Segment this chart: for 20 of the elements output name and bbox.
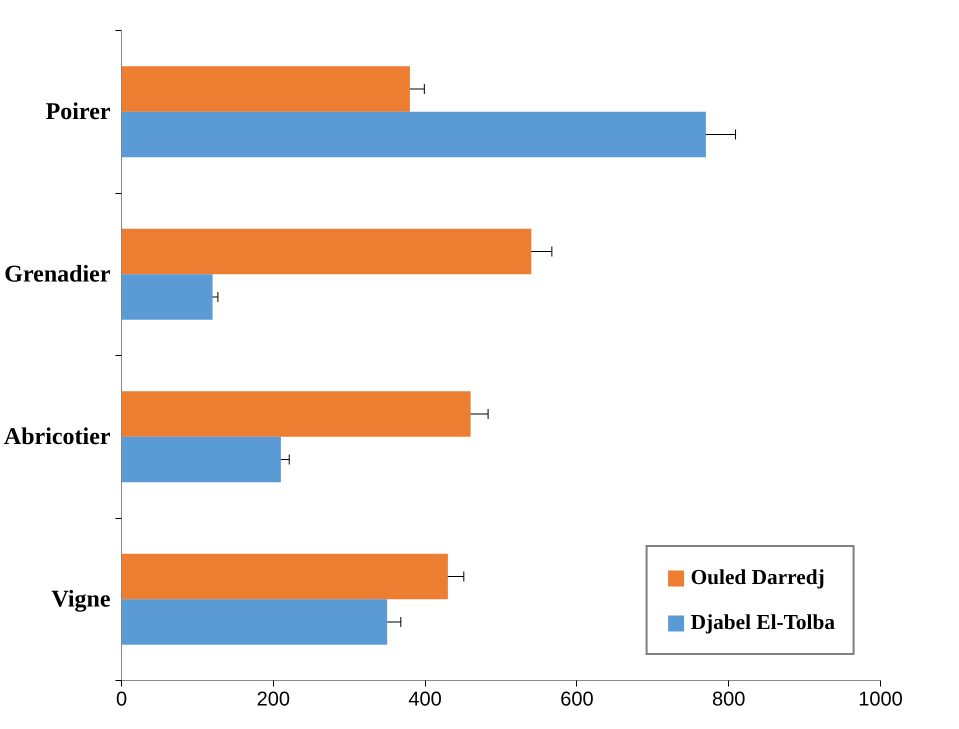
bar [122,228,532,274]
bar [122,112,706,158]
legend-label: Djabel El-Tolba [690,610,835,635]
bar [122,436,281,482]
bar [122,554,448,600]
bar [122,274,213,320]
y-tick-label: Grenadier [4,261,111,288]
x-tick-label: 200 [256,688,290,710]
x-tick-label: 1000 [858,688,903,710]
x-tick-label: 400 [408,688,442,710]
x-tick-label: 0 [116,688,128,710]
bar [122,66,410,112]
x-tick-label: 800 [712,688,746,710]
bar [122,599,388,645]
x-tick-label: 600 [560,688,594,710]
y-tick-label: Abricotier [4,424,111,450]
bar [122,391,471,437]
y-tick-label: Vigne [51,586,111,612]
y-tick-label: Poirer [46,98,111,125]
legend-label: Ouled Darredj [690,565,825,590]
